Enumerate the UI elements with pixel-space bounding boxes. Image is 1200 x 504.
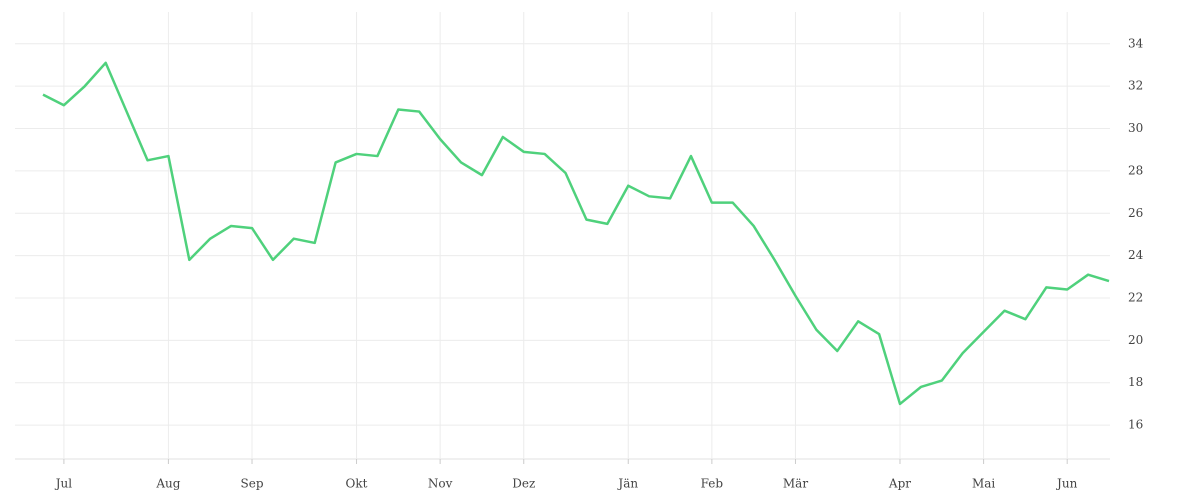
y-tick-label: 20 <box>1128 333 1143 347</box>
x-tick-label: Sep <box>241 477 264 491</box>
x-tick-label: Nov <box>428 477 453 491</box>
y-tick-label: 30 <box>1128 121 1143 135</box>
y-tick-label: 26 <box>1128 206 1143 220</box>
x-tick-label: Mär <box>783 477 808 491</box>
y-tick-label: 28 <box>1128 163 1143 177</box>
x-tick-label: Apr <box>888 477 911 491</box>
x-tick-label: Feb <box>701 477 724 491</box>
x-tick-label: Jul <box>54 477 73 491</box>
line <box>42 61 1110 406</box>
y-tick-label: 16 <box>1128 418 1143 432</box>
y-tick-label: 22 <box>1128 290 1143 304</box>
y-tick-label: 34 <box>1128 36 1144 50</box>
y-tick-label: 18 <box>1128 375 1143 389</box>
y-tick-label: 32 <box>1128 79 1143 93</box>
x-tick-label: Okt <box>346 477 368 491</box>
x-tick-label: Jun <box>1055 477 1078 491</box>
y-tick-label: 24 <box>1128 248 1144 262</box>
x-tick-label: Dez <box>512 477 535 491</box>
x-tick-label: Mai <box>972 477 995 491</box>
x-tick-label: Jän <box>616 477 638 491</box>
x-tick-label: Aug <box>155 477 180 491</box>
